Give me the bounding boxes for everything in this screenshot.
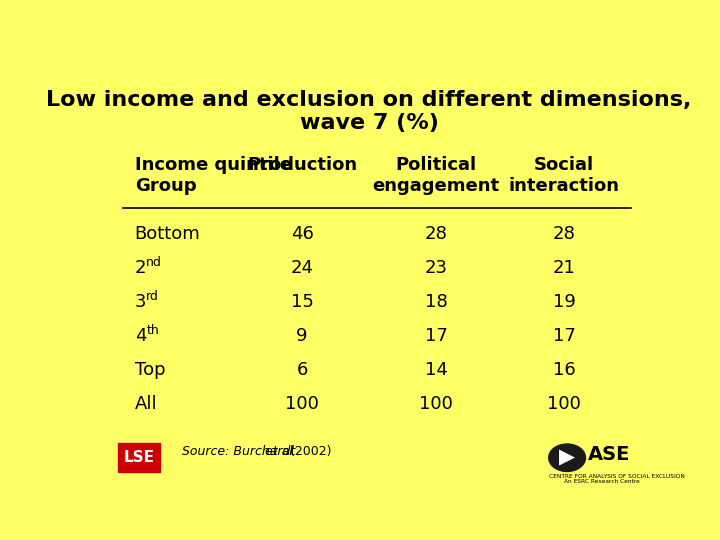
- Text: 6: 6: [297, 361, 307, 379]
- Text: All: All: [135, 395, 157, 413]
- Text: 4: 4: [135, 327, 146, 345]
- Text: th: th: [146, 324, 159, 338]
- Text: 19: 19: [553, 293, 576, 311]
- Text: Political
engagement: Political engagement: [372, 156, 500, 195]
- Text: nd: nd: [146, 256, 162, 269]
- Text: 18: 18: [425, 293, 447, 311]
- Text: 100: 100: [547, 395, 581, 413]
- Text: 100: 100: [419, 395, 453, 413]
- FancyBboxPatch shape: [118, 443, 160, 472]
- Text: Top: Top: [135, 361, 166, 379]
- Text: ▶: ▶: [559, 448, 575, 468]
- Text: Bottom: Bottom: [135, 225, 200, 243]
- Text: (2002): (2002): [286, 445, 331, 458]
- Text: Production: Production: [247, 156, 357, 174]
- Text: 28: 28: [425, 225, 447, 243]
- Text: LSE: LSE: [123, 450, 154, 465]
- Text: 3: 3: [135, 293, 146, 311]
- Text: 16: 16: [553, 361, 576, 379]
- Text: 24: 24: [291, 259, 313, 277]
- Circle shape: [549, 444, 585, 471]
- Text: rd: rd: [146, 290, 159, 303]
- Text: 14: 14: [425, 361, 447, 379]
- Text: 17: 17: [425, 327, 447, 345]
- Text: 2: 2: [135, 259, 146, 277]
- Text: 17: 17: [553, 327, 576, 345]
- Text: 21: 21: [553, 259, 576, 277]
- Text: 100: 100: [285, 395, 319, 413]
- Text: 46: 46: [291, 225, 313, 243]
- Text: Source: Burchardt: Source: Burchardt: [182, 445, 300, 458]
- Text: 9: 9: [297, 327, 307, 345]
- Text: CENTRE FOR ANALYSIS OF SOCIAL EXCLUSION
        An ESRC Research Centre: CENTRE FOR ANALYSIS OF SOCIAL EXCLUSION …: [549, 474, 685, 484]
- Text: 15: 15: [291, 293, 313, 311]
- Text: 28: 28: [553, 225, 576, 243]
- Text: Low income and exclusion on different dimensions,
wave 7 (%): Low income and exclusion on different di…: [46, 90, 692, 133]
- Text: Income quintile
Group: Income quintile Group: [135, 156, 292, 195]
- Text: Social
interaction: Social interaction: [509, 156, 620, 195]
- Text: ASE: ASE: [588, 445, 631, 464]
- Text: et al: et al: [265, 445, 292, 458]
- Text: 23: 23: [425, 259, 447, 277]
